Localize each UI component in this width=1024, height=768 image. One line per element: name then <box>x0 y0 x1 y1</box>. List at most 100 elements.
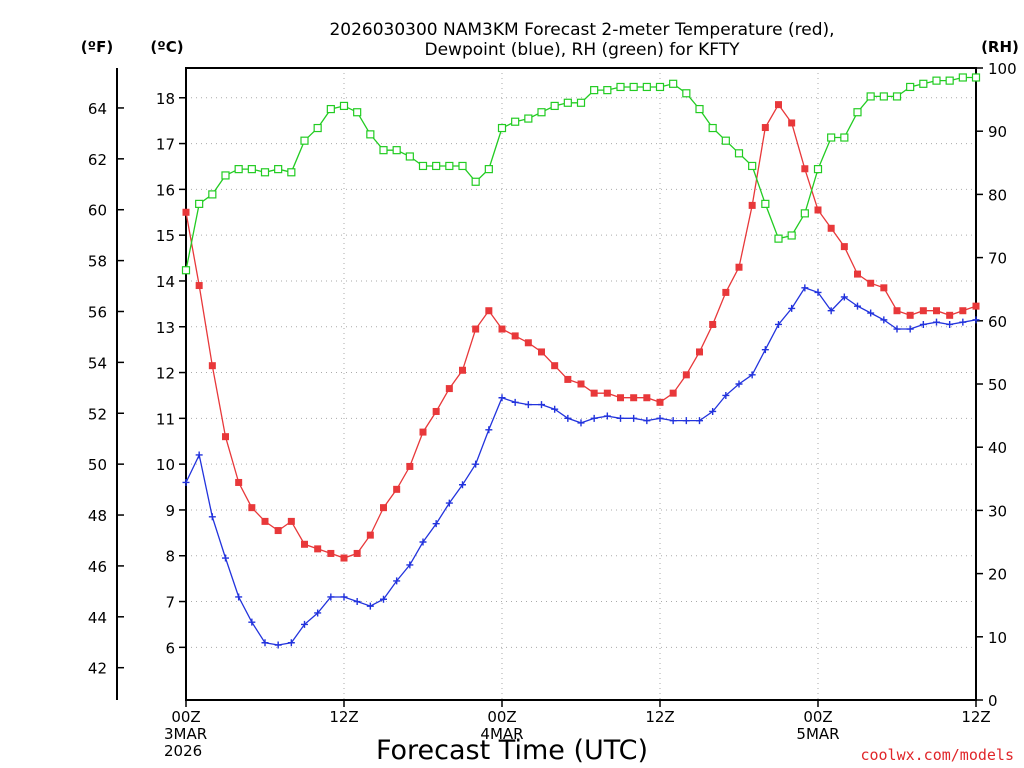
rh-point <box>616 82 625 92</box>
dewpoint-point <box>630 414 638 422</box>
2-meter-temperature-point <box>485 307 493 315</box>
rh-point <box>787 231 796 240</box>
2-meter-temperature-point <box>235 478 243 486</box>
2-meter-temperature-point <box>551 362 559 370</box>
dewpoint-point <box>827 307 835 315</box>
rh-point <box>840 133 849 142</box>
rh-point <box>484 165 493 174</box>
dewpoint-point <box>235 593 243 601</box>
rh-point <box>300 136 309 145</box>
dewpoint-point <box>972 316 980 324</box>
dewpoint-point <box>551 405 559 413</box>
rh-point <box>800 209 809 218</box>
2-meter-temperature-point <box>353 549 361 557</box>
time-tick-label: 00Z <box>487 708 516 726</box>
rh-point <box>195 199 204 208</box>
dewpoint-point <box>274 641 282 649</box>
dewpoint-point <box>801 284 809 292</box>
rh-point <box>326 104 335 114</box>
dewpoint-point <box>340 593 348 601</box>
2-meter-temperature-point <box>445 385 453 393</box>
rh-point <box>721 136 730 145</box>
rh-point <box>537 108 546 117</box>
rh-point <box>774 234 783 243</box>
rh-point <box>392 146 401 155</box>
rh-tick-label: 50 <box>988 376 1007 394</box>
dewpoint-point <box>406 561 414 569</box>
dewpoint-point <box>696 417 703 425</box>
rh-point <box>511 117 520 126</box>
chart-subtitle: Dewpoint (blue), RH (green) for KFTY <box>425 40 741 60</box>
rh-tick-label: 60 <box>988 313 1007 331</box>
x-axis-title: Forecast Time (UTC) <box>376 735 648 766</box>
fahrenheit-tick-label: 58 <box>88 253 107 271</box>
celsius-tick-label: 14 <box>156 273 175 291</box>
rh-point <box>524 114 533 123</box>
time-tick-label: 00Z <box>803 708 832 726</box>
rh-point <box>853 108 862 117</box>
rh-point <box>590 86 599 95</box>
celsius-tick-label: 15 <box>156 227 175 245</box>
fahrenheit-tick-label: 44 <box>88 609 107 627</box>
time-tick-label: 5MAR <box>796 725 839 743</box>
rh-point <box>945 76 954 85</box>
dewpoint-point <box>261 639 269 647</box>
2-meter-temperature-point <box>946 311 954 319</box>
celsius-tick-label: 18 <box>156 90 175 108</box>
rh-axis: 0 10 20 30 40 50 60 70 80 90 100 <box>976 60 1017 710</box>
2-meter-temperature-point <box>709 320 717 328</box>
2-meter-temperature-point <box>801 165 809 173</box>
2-meter-temperature-point <box>472 325 480 333</box>
2-meter-temperature-point <box>643 394 651 402</box>
2-meter-temperature-point <box>393 485 401 493</box>
rh-tick-label: 10 <box>988 629 1007 647</box>
dewpoint-point <box>919 320 927 328</box>
dewpoint-point <box>656 414 664 422</box>
dewpoint-point <box>353 598 361 606</box>
rh-point <box>432 161 441 171</box>
series-layer <box>181 73 981 649</box>
celsius-tick-label: 8 <box>165 548 175 566</box>
2-meter-temperature-point <box>748 201 756 209</box>
rh-point <box>260 168 270 177</box>
dewpoint-point <box>722 391 730 399</box>
2-meter-temperature-point <box>788 119 796 127</box>
rh-unit-label: (RH) <box>981 38 1019 56</box>
rh-point <box>234 165 243 174</box>
rh-point <box>458 161 467 171</box>
rh-point <box>642 82 651 92</box>
2-meter-temperature-point <box>827 224 835 232</box>
2-meter-temperature-series <box>182 101 980 562</box>
rh-point <box>866 92 875 101</box>
celsius-tick-label: 9 <box>165 502 175 520</box>
2-meter-temperature-point <box>590 389 598 397</box>
dewpoint-point <box>709 407 717 415</box>
dewpoint-point <box>511 398 519 406</box>
fahrenheit-tick-label: 42 <box>88 660 107 678</box>
rh-point <box>221 171 230 180</box>
dewpoint-point <box>301 620 308 628</box>
dewpoint-point <box>393 577 401 585</box>
2-meter-temperature-point <box>577 380 585 388</box>
rh-series <box>181 73 981 275</box>
dewpoint-point <box>735 380 743 388</box>
fahrenheit-tick-label: 56 <box>88 303 107 321</box>
dewpoint-point <box>485 426 493 434</box>
2-meter-temperature-point <box>248 504 256 512</box>
rh-point <box>471 177 480 186</box>
dewpoint-point <box>327 593 335 601</box>
rh-point <box>761 199 770 208</box>
dewpoint-point <box>208 513 216 521</box>
dewpoint-point <box>445 499 453 507</box>
2-meter-temperature-point <box>274 527 282 535</box>
2-meter-temperature-point <box>327 549 335 557</box>
rh-point <box>682 89 691 98</box>
dewpoint-point <box>748 371 756 379</box>
rh-point <box>919 79 928 88</box>
time-tick-label: 3MAR <box>164 725 207 743</box>
fahrenheit-tick-label: 60 <box>88 202 107 220</box>
rh-point <box>550 101 559 111</box>
2-meter-temperature-point <box>669 389 677 397</box>
2-meter-temperature-point <box>261 517 269 525</box>
rh-point <box>879 92 888 101</box>
